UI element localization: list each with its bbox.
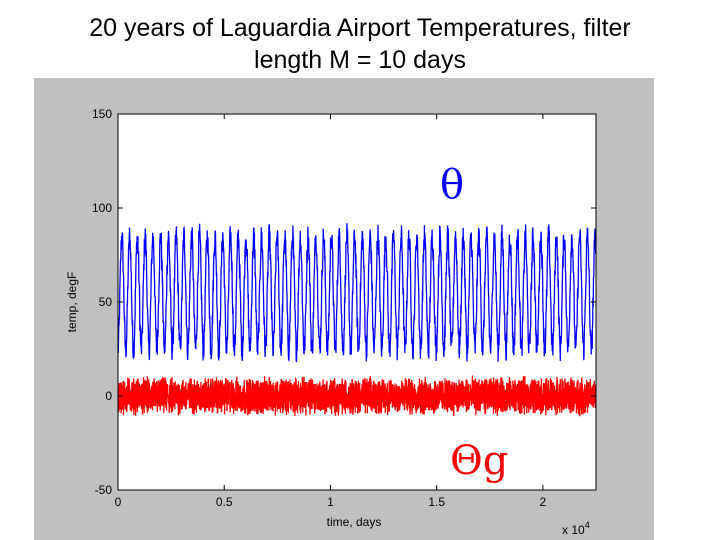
figure-window: 0 0.5 1 1.5 2 150 100 50 0 -50 time, days temp, d… bbox=[34, 78, 654, 540]
y-axis-label: temp, degF bbox=[65, 272, 79, 333]
y-tick-label: 0 bbox=[105, 389, 112, 403]
y-tick-label: 150 bbox=[92, 107, 112, 121]
x-tick-label: 0 bbox=[115, 495, 122, 509]
theta-g-series-label: Θg bbox=[450, 438, 508, 484]
theta-series-label: θ bbox=[440, 162, 464, 208]
chart-title: 20 years of Laguardia Airport Temperatur… bbox=[0, 12, 720, 76]
x-multiplier-label: x 104 bbox=[562, 520, 590, 537]
x-multiplier-base: x 10 bbox=[562, 523, 585, 537]
x-axis-label: time, days bbox=[327, 515, 382, 529]
x-multiplier-exponent: 4 bbox=[585, 520, 590, 530]
series-line-theta-g bbox=[117, 375, 597, 417]
x-tick-label: 1.5 bbox=[428, 495, 445, 509]
series-line-theta bbox=[117, 223, 597, 363]
chart-title-line2: length M = 10 days bbox=[254, 46, 466, 74]
x-tick-label: 2 bbox=[540, 495, 547, 509]
x-tick-label: 1 bbox=[327, 495, 334, 509]
x-tick-label: 0.5 bbox=[216, 495, 233, 509]
series-layer bbox=[117, 223, 597, 417]
y-tick-label: -50 bbox=[95, 483, 113, 497]
y-tick-label: 50 bbox=[99, 295, 113, 309]
y-tick-label: 100 bbox=[92, 201, 112, 215]
chart-title-line1: 20 years of Laguardia Airport Temperatur… bbox=[89, 14, 631, 42]
